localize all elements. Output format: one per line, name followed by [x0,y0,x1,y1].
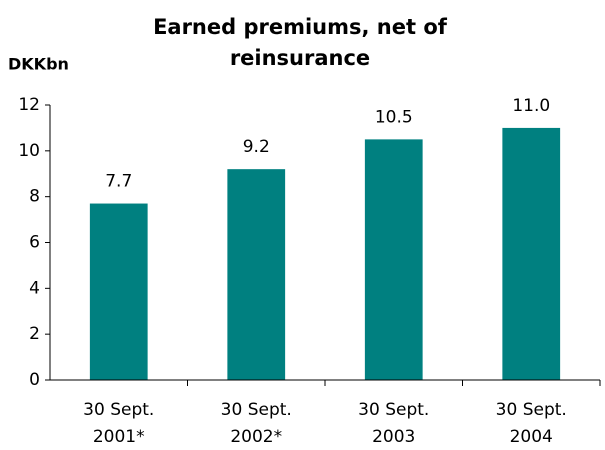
x-tick-label: 2001* [93,427,145,447]
y-tick-label: 6 [29,233,40,253]
x-tick-label: 30 Sept. [83,400,154,420]
y-tick-label: 2 [29,324,40,344]
y-axis-label: DKKbn [8,55,69,74]
chart-title: reinsurance [230,46,370,70]
value-label: 11.0 [512,96,550,116]
value-label: 7.7 [105,172,132,192]
x-tick-label: 2003 [372,427,415,447]
bar [89,203,148,380]
value-label: 10.5 [375,107,413,127]
bar [502,127,561,381]
y-tick-label: 0 [29,370,40,390]
x-tick-label: 2002* [230,427,282,447]
x-tick-label: 30 Sept. [221,400,292,420]
value-label: 9.2 [243,137,270,157]
x-tick-label: 30 Sept. [496,400,567,420]
bar [227,169,286,380]
bar [364,139,423,380]
x-tick-label: 30 Sept. [358,400,429,420]
y-tick-label: 12 [18,95,40,115]
y-tick-label: 10 [18,141,40,161]
y-tick-label: 8 [29,187,40,207]
chart-title: Earned premiums, net of [153,15,448,39]
x-tick-label: 2004 [510,427,553,447]
y-tick-label: 4 [29,278,40,298]
